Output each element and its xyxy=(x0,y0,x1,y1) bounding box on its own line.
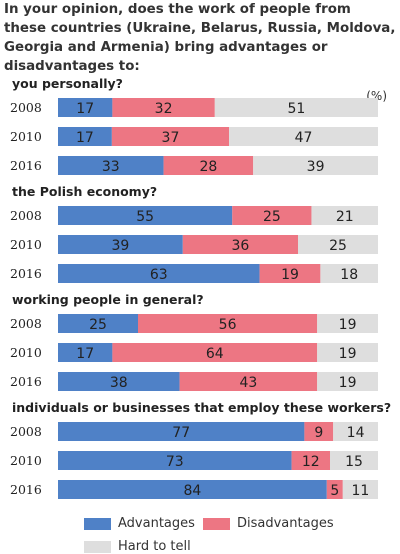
value-label-you-personally-2010-advantages: 17 xyxy=(76,130,94,146)
bar-the-polish-economy-2008-hard-to-tell xyxy=(311,206,378,225)
year-label-working-people-in-2010: 2010 xyxy=(10,345,42,360)
value-label-you-personally-2010-hard-to-tell: 47 xyxy=(295,130,313,146)
value-label-individuals-or-businesses-2010-advantages: 73 xyxy=(166,454,184,470)
bar-individuals-or-businesses-2016-advantages xyxy=(58,480,327,499)
bar-the-polish-economy-2008-advantages xyxy=(58,206,233,225)
value-label-working-people-in-2016-hard-to-tell: 19 xyxy=(339,375,357,391)
value-label-working-people-in-2016-disadvantages: 43 xyxy=(239,375,257,391)
bar-the-polish-economy-2016-disadvantages xyxy=(259,264,321,283)
legend-swatch-disadvantages xyxy=(203,518,230,530)
legend-swatch-hard-to-tell xyxy=(84,541,111,553)
bar-you-personally-2010-advantages xyxy=(58,127,112,146)
year-label-the-polish-economy-2016: 2016 xyxy=(10,266,42,281)
value-label-the-polish-economy-2016-advantages: 63 xyxy=(150,267,168,283)
value-label-you-personally-2008-disadvantages: 32 xyxy=(155,101,173,117)
legend-swatch-advantages xyxy=(84,518,111,530)
value-label-individuals-or-businesses-2008-advantages: 77 xyxy=(172,425,190,441)
bar-individuals-or-businesses-2010-hard-to-tell xyxy=(330,451,378,470)
year-label-individuals-or-businesses-2010: 2010 xyxy=(10,453,42,468)
legend-label-advantages: Advantages xyxy=(118,516,195,531)
bar-the-polish-economy-2010-hard-to-tell xyxy=(298,235,378,254)
year-label-working-people-in-2008: 2008 xyxy=(10,316,42,331)
year-label-working-people-in-2016: 2016 xyxy=(10,374,42,389)
bar-individuals-or-businesses-2010-advantages xyxy=(58,451,292,470)
bar-you-personally-2008-disadvantages xyxy=(112,98,215,117)
group-label-individuals-or-businesses: individuals or businesses that employ th… xyxy=(12,400,391,415)
value-label-working-people-in-2010-hard-to-tell: 19 xyxy=(339,346,357,362)
value-label-individuals-or-businesses-2016-disadvantages: 5 xyxy=(330,483,339,499)
bar-you-personally-2008-hard-to-tell xyxy=(214,98,378,117)
value-label-you-personally-2008-advantages: 17 xyxy=(76,101,94,117)
value-label-you-personally-2010-disadvantages: 37 xyxy=(162,130,180,146)
bar-working-people-in-2010-disadvantages xyxy=(112,343,318,362)
bar-individuals-or-businesses-2016-hard-to-tell xyxy=(342,480,378,499)
bar-individuals-or-businesses-2010-disadvantages xyxy=(291,451,330,470)
bar-working-people-in-2016-hard-to-tell xyxy=(317,372,378,391)
value-label-working-people-in-2010-advantages: 17 xyxy=(76,346,94,362)
value-label-you-personally-2016-disadvantages: 28 xyxy=(199,159,217,175)
value-label-you-personally-2016-hard-to-tell: 39 xyxy=(307,159,325,175)
year-label-individuals-or-businesses-2016: 2016 xyxy=(10,482,42,497)
year-label-you-personally-2016: 2016 xyxy=(10,158,42,173)
value-label-the-polish-economy-2010-hard-to-tell: 25 xyxy=(329,238,347,254)
value-label-individuals-or-businesses-2010-disadvantages: 12 xyxy=(302,454,320,470)
year-label-the-polish-economy-2008: 2008 xyxy=(10,208,42,223)
value-label-working-people-in-2008-hard-to-tell: 19 xyxy=(339,317,357,333)
bar-working-people-in-2016-advantages xyxy=(58,372,180,391)
value-label-the-polish-economy-2016-hard-to-tell: 18 xyxy=(340,267,358,283)
bar-the-polish-economy-2010-advantages xyxy=(58,235,183,254)
chart-title: In your opinion, does the work of people… xyxy=(4,2,396,74)
bar-individuals-or-businesses-2016-disadvantages xyxy=(326,480,343,499)
bar-working-people-in-2008-disadvantages xyxy=(138,314,318,333)
year-label-the-polish-economy-2010: 2010 xyxy=(10,237,42,252)
legend-label-disadvantages: Disadvantages xyxy=(237,516,334,531)
bar-you-personally-2016-advantages xyxy=(58,156,164,175)
year-label-you-personally-2010: 2010 xyxy=(10,129,42,144)
bar-individuals-or-businesses-2008-hard-to-tell xyxy=(333,422,378,441)
group-label-the-polish-economy: the Polish economy? xyxy=(12,184,157,199)
bar-you-personally-2010-disadvantages xyxy=(111,127,230,146)
value-label-individuals-or-businesses-2016-hard-to-tell: 11 xyxy=(351,483,369,499)
bar-you-personally-2016-disadvantages xyxy=(163,156,254,175)
value-label-you-personally-2008-hard-to-tell: 51 xyxy=(287,101,305,117)
bar-you-personally-2008-advantages xyxy=(58,98,113,117)
value-label-working-people-in-2010-disadvantages: 64 xyxy=(206,346,224,362)
bar-the-polish-economy-2016-advantages xyxy=(58,264,260,283)
value-label-individuals-or-businesses-2010-hard-to-tell: 15 xyxy=(345,454,363,470)
value-label-working-people-in-2008-disadvantages: 56 xyxy=(219,317,237,333)
value-label-the-polish-economy-2008-hard-to-tell: 21 xyxy=(336,209,354,225)
value-label-you-personally-2016-advantages: 33 xyxy=(102,159,120,175)
value-label-the-polish-economy-2010-disadvantages: 36 xyxy=(231,238,249,254)
bar-the-polish-economy-2016-hard-to-tell xyxy=(320,264,378,283)
value-label-individuals-or-businesses-2008-hard-to-tell: 14 xyxy=(347,425,365,441)
group-label-working-people-in: working people in general? xyxy=(12,292,204,307)
year-label-you-personally-2008: 2008 xyxy=(10,100,42,115)
value-label-individuals-or-businesses-2008-disadvantages: 9 xyxy=(314,425,323,441)
group-label-you-personally: you personally? xyxy=(12,76,123,91)
bar-working-people-in-2010-advantages xyxy=(58,343,113,362)
bar-the-polish-economy-2008-disadvantages xyxy=(232,206,312,225)
bar-the-polish-economy-2010-disadvantages xyxy=(182,235,298,254)
bar-working-people-in-2008-hard-to-tell xyxy=(317,314,378,333)
value-label-the-polish-economy-2008-advantages: 55 xyxy=(136,209,154,225)
legend-label-hard-to-tell: Hard to tell xyxy=(118,539,191,554)
value-label-individuals-or-businesses-2016-advantages: 84 xyxy=(183,483,201,499)
year-label-individuals-or-businesses-2008: 2008 xyxy=(10,424,42,439)
bar-working-people-in-2010-hard-to-tell xyxy=(317,343,378,362)
bar-you-personally-2010-hard-to-tell xyxy=(229,127,378,146)
bar-individuals-or-businesses-2008-advantages xyxy=(58,422,305,441)
value-label-the-polish-economy-2010-advantages: 39 xyxy=(111,238,129,254)
bar-working-people-in-2008-advantages xyxy=(58,314,138,333)
value-label-the-polish-economy-2016-disadvantages: 19 xyxy=(281,267,299,283)
value-label-working-people-in-2008-advantages: 25 xyxy=(89,317,107,333)
bar-working-people-in-2016-disadvantages xyxy=(179,372,318,391)
bar-you-personally-2016-hard-to-tell xyxy=(253,156,378,175)
value-label-the-polish-economy-2008-disadvantages: 25 xyxy=(263,209,281,225)
bar-individuals-or-businesses-2008-disadvantages xyxy=(304,422,334,441)
value-label-working-people-in-2016-advantages: 38 xyxy=(110,375,128,391)
